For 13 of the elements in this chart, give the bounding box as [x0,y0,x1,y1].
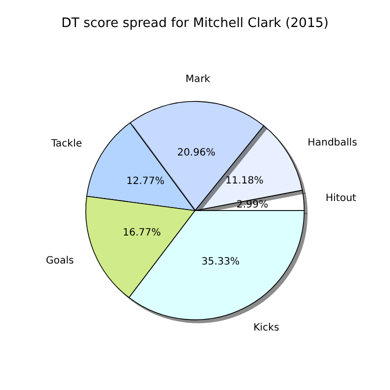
data-label: 12.77% [126,176,164,187]
slice-label: Mark [186,74,210,85]
slice-label: Goals [46,256,74,267]
data-label: 2.99% [236,200,268,211]
data-label: 20.96% [177,148,216,159]
slice-label: Kicks [253,322,280,334]
slice-label: Handballs [308,138,358,149]
data-label: 35.33% [202,256,240,268]
slice-label: Hitout [326,192,356,204]
data-label: 11.18% [225,176,264,187]
data-label: 16.77% [122,227,161,238]
chart-title: DT score spread for Mitchell Clark (2015) [61,16,329,31]
slice-label: Tackle [50,138,82,150]
